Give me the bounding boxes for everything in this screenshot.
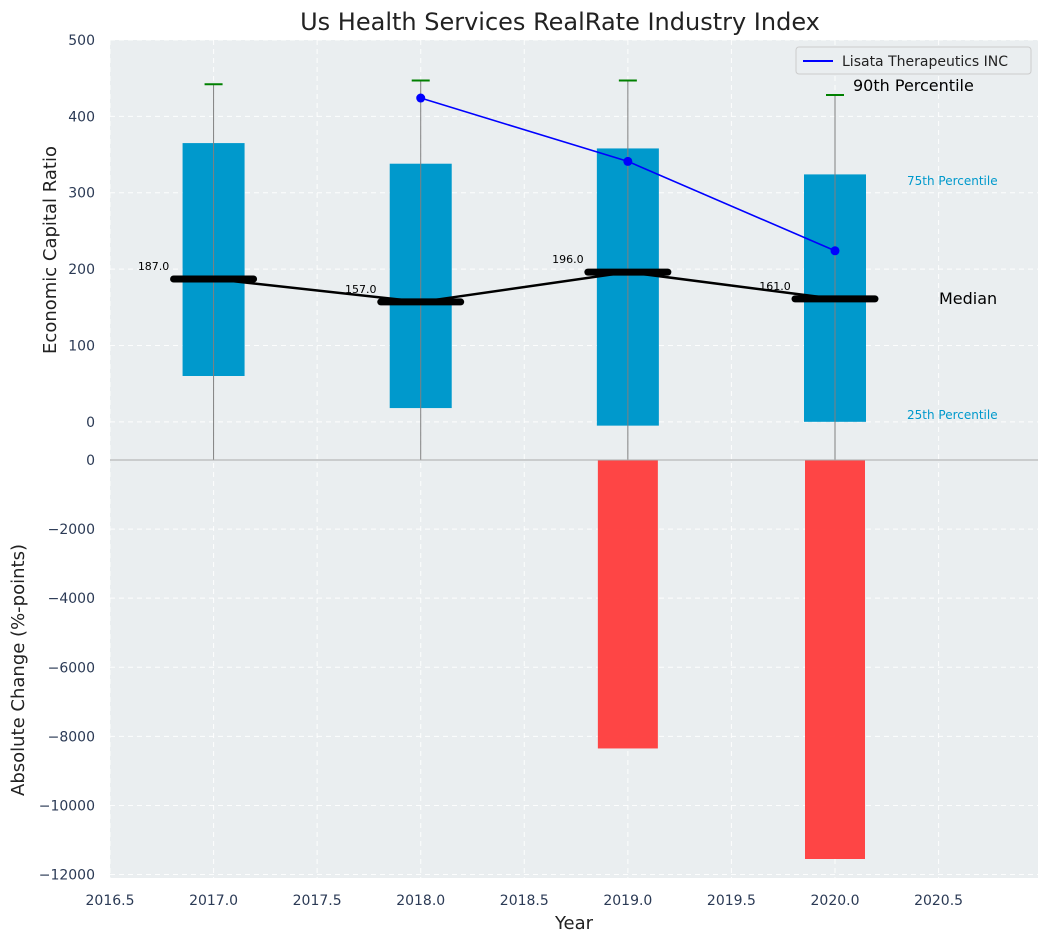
annotation-25th: 25th Percentile	[907, 408, 998, 422]
median-value-label: 187.0	[138, 260, 170, 273]
top-y-tick-label: 200	[68, 262, 95, 278]
legend-label: Lisata Therapeutics INC	[842, 54, 1008, 70]
top-y-label: Economic Capital Ratio	[40, 146, 61, 354]
bottom-y-tick-label: −8000	[48, 729, 95, 745]
x-tick-label: 2018.0	[396, 893, 445, 909]
top-y-tick-label: 500	[68, 33, 95, 49]
change-bar	[805, 460, 865, 859]
x-tick-label: 2020.0	[811, 893, 860, 909]
x-tick-label: 2016.5	[86, 893, 135, 909]
chart-title: Us Health Services RealRate Industry Ind…	[300, 8, 820, 36]
median-line	[213, 270, 836, 304]
bottom-panel	[110, 460, 1038, 878]
top-y-tick-label: 300	[68, 186, 95, 202]
annotation-90th: 90th Percentile	[853, 76, 974, 95]
legend-box	[795, 46, 1032, 75]
x-tick-label: 2020.5	[914, 893, 963, 909]
annotation-median: Median	[939, 289, 997, 308]
x-tick-label: 2018.5	[500, 893, 549, 909]
company-point	[416, 93, 426, 103]
bottom-y-tick-label: −4000	[48, 591, 95, 607]
bottom-y-tick-label: −12000	[39, 868, 95, 884]
median-value-label: 157.0	[345, 283, 377, 296]
x-tick-label: 2017.5	[293, 893, 342, 909]
change-bar	[597, 460, 658, 749]
x-tick-label: 2017.0	[189, 893, 238, 909]
median-value-label: 196.0	[552, 253, 584, 266]
x-tick-label: 2019.5	[707, 893, 756, 909]
median-value-label: 161.0	[759, 280, 791, 293]
legend: Lisata Therapeutics INC	[795, 46, 1032, 75]
top-panel	[110, 40, 1038, 460]
x-axis-label: Year	[554, 913, 594, 934]
bottom-y-tick-label: −10000	[39, 798, 95, 814]
company-point	[830, 246, 840, 256]
annotation-75th: 75th Percentile	[907, 174, 998, 188]
top-y-tick-label: 400	[68, 109, 95, 125]
top-y-tick-label: 100	[68, 338, 95, 354]
bottom-y-tick-label: −6000	[48, 660, 95, 676]
company-point	[623, 156, 633, 166]
axis-ticks: 2016.5 2017.0 2017.5 2018.0 2018.5 2019.0 2019…	[39, 33, 963, 909]
top-y-tick-label: 0	[86, 415, 95, 431]
x-tick-label: 2019.0	[603, 893, 652, 909]
bottom-y-tick-label: 0	[86, 453, 95, 469]
bottom-y-label: Absolute Change (%-points)	[8, 544, 29, 796]
data-marks: 187.0 157.0 196.0 161.0	[138, 79, 879, 859]
bottom-y-tick-label: −2000	[48, 522, 95, 538]
